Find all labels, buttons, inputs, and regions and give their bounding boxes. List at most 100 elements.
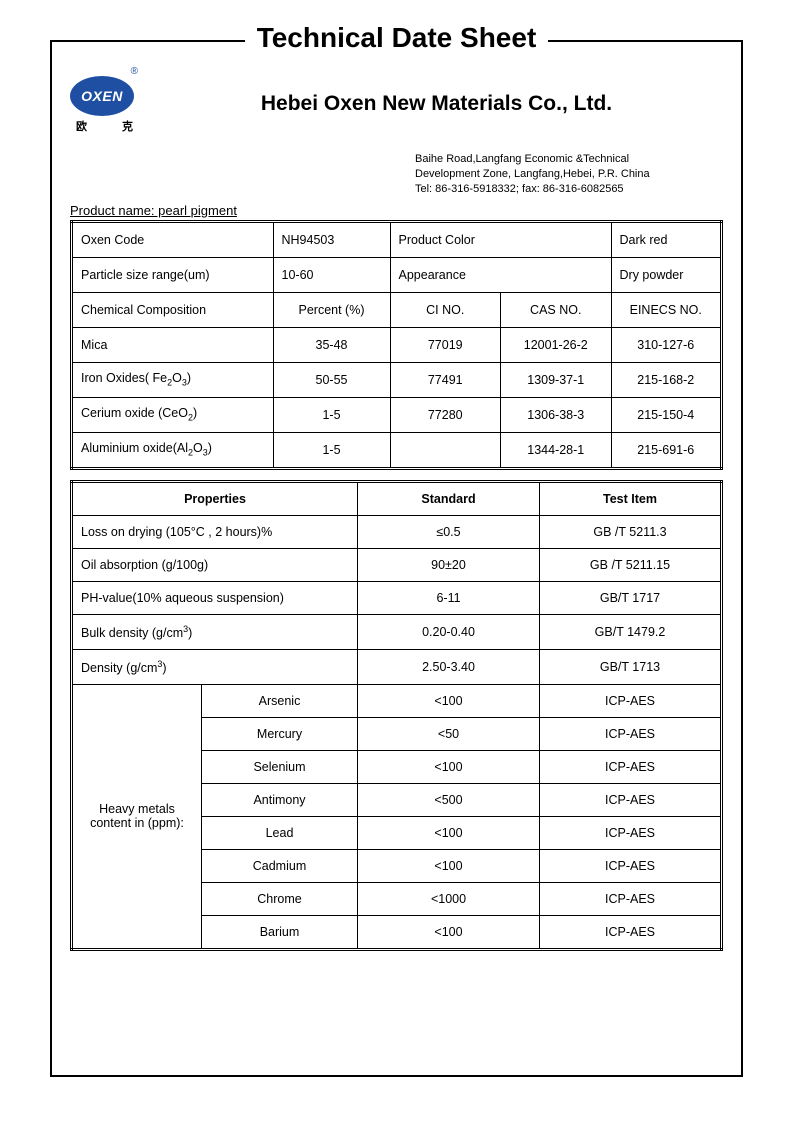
col-cas-no: CAS NO.	[501, 292, 612, 327]
cell-standard: <1000	[358, 882, 540, 915]
cell-test: ICP-AES	[540, 915, 722, 949]
cell-einecs: 215-691-6	[611, 432, 722, 468]
cell-test: ICP-AES	[540, 750, 722, 783]
col-standard: Standard	[358, 481, 540, 515]
cell-metal-name: Chrome	[202, 882, 358, 915]
table-row: Cerium oxide (CeO2)1-5772801306-38-3215-…	[72, 397, 722, 432]
cell-standard: 6-11	[358, 581, 540, 614]
cell-appearance-value: Dry powder	[611, 257, 722, 292]
table-row: Density (g/cm3)2.50-3.40GB/T 1713	[72, 649, 722, 684]
cell-particle-size-label: Particle size range(um)	[72, 257, 274, 292]
cell-standard: 0.20-0.40	[358, 614, 540, 649]
cell-oxen-code-value: NH94503	[273, 221, 390, 257]
cell-metal-name: Mercury	[202, 717, 358, 750]
cell-einecs: 215-168-2	[611, 362, 722, 397]
cell-test: ICP-AES	[540, 684, 722, 717]
cell-einecs: 310-127-6	[611, 327, 722, 362]
col-properties: Properties	[72, 481, 358, 515]
cell-metal-name: Lead	[202, 816, 358, 849]
cell-particle-size-value: 10-60	[273, 257, 390, 292]
cell-test: ICP-AES	[540, 849, 722, 882]
address-line-2: Development Zone, Langfang,Hebei, P.R. C…	[415, 167, 723, 182]
doc-title-wrap: Technical Date Sheet	[52, 22, 741, 54]
properties-table: Properties Standard Test Item Loss on dr…	[70, 480, 723, 951]
address-line-3: Tel: 86-316-5918332; fax: 86-316-6082565	[415, 182, 723, 197]
cell-property: Loss on drying (105°C , 2 hours)%	[72, 515, 358, 548]
table-row: Iron Oxides( Fe2O3)50-55774911309-37-121…	[72, 362, 722, 397]
table-row: Oxen Code NH94503 Product Color Dark red	[72, 221, 722, 257]
cell-product-color-label: Product Color	[390, 221, 611, 257]
cell-cas: 12001-26-2	[501, 327, 612, 362]
cell-property: Density (g/cm3)	[72, 649, 358, 684]
cell-property: PH-value(10% aqueous suspension)	[72, 581, 358, 614]
cell-heavy-metals-label: Heavy metalscontent in (ppm):	[72, 684, 202, 949]
table-row: Loss on drying (105°C , 2 hours)%≤0.5GB …	[72, 515, 722, 548]
cell-test: ICP-AES	[540, 717, 722, 750]
table-row: Particle size range(um) 10-60 Appearance…	[72, 257, 722, 292]
table-row: PH-value(10% aqueous suspension)6-11GB/T…	[72, 581, 722, 614]
cell-percent: 50-55	[273, 362, 390, 397]
logo-cn: 欧 克	[70, 118, 150, 134]
address-line-1: Baihe Road,Langfang Economic &Technical	[415, 152, 723, 167]
cell-chem-name: Cerium oxide (CeO2)	[72, 397, 274, 432]
table-row: Mica35-487701912001-26-2310-127-6	[72, 327, 722, 362]
cell-oxen-code-label: Oxen Code	[72, 221, 274, 257]
cell-standard: <100	[358, 816, 540, 849]
col-chem-comp: Chemical Composition	[72, 292, 274, 327]
cell-standard: <50	[358, 717, 540, 750]
company-name: Hebei Oxen New Materials Co., Ltd.	[150, 92, 723, 116]
cell-metal-name: Cadmium	[202, 849, 358, 882]
cell-test: ICP-AES	[540, 882, 722, 915]
cell-product-color-value: Dark red	[611, 221, 722, 257]
doc-title: Technical Date Sheet	[245, 22, 549, 54]
col-test-item: Test Item	[540, 481, 722, 515]
table-row: Bulk density (g/cm3)0.20-0.40GB/T 1479.2	[72, 614, 722, 649]
table-row: Heavy metalscontent in (ppm):Arsenic<100…	[72, 684, 722, 717]
cell-test: GB/T 1717	[540, 581, 722, 614]
cell-ci: 77280	[390, 397, 501, 432]
cell-percent: 1-5	[273, 432, 390, 468]
company-logo: ® OXEN 欧 克	[70, 72, 150, 134]
cell-chem-name: Mica	[72, 327, 274, 362]
cell-metal-name: Arsenic	[202, 684, 358, 717]
cell-standard: <100	[358, 684, 540, 717]
cell-ci	[390, 432, 501, 468]
col-percent: Percent (%)	[273, 292, 390, 327]
cell-metal-name: Barium	[202, 915, 358, 949]
product-name: Product name: pearl pigment	[70, 203, 723, 218]
cell-percent: 35-48	[273, 327, 390, 362]
cell-test: GB /T 5211.3	[540, 515, 722, 548]
cell-cas: 1306-38-3	[501, 397, 612, 432]
product-info-table: Oxen Code NH94503 Product Color Dark red…	[70, 220, 723, 470]
cell-standard: 90±20	[358, 548, 540, 581]
cell-ci: 77019	[390, 327, 501, 362]
company-address: Baihe Road,Langfang Economic &Technical …	[70, 152, 723, 197]
cell-property: Bulk density (g/cm3)	[72, 614, 358, 649]
cell-metal-name: Selenium	[202, 750, 358, 783]
cell-metal-name: Antimony	[202, 783, 358, 816]
table-row: Oil absorption (g/100g)90±20GB /T 5211.1…	[72, 548, 722, 581]
cell-chem-name: Iron Oxides( Fe2O3)	[72, 362, 274, 397]
cell-test: GB /T 5211.15	[540, 548, 722, 581]
cell-standard: <100	[358, 915, 540, 949]
cell-test: GB/T 1479.2	[540, 614, 722, 649]
cell-einecs: 215-150-4	[611, 397, 722, 432]
cell-standard: <100	[358, 750, 540, 783]
cell-percent: 1-5	[273, 397, 390, 432]
logo-brand: OXEN	[81, 88, 123, 104]
cell-test: ICP-AES	[540, 783, 722, 816]
cell-ci: 77491	[390, 362, 501, 397]
table-header-row: Chemical Composition Percent (%) CI NO. …	[72, 292, 722, 327]
cell-cas: 1309-37-1	[501, 362, 612, 397]
cell-cas: 1344-28-1	[501, 432, 612, 468]
table-row: Aluminium oxide(Al2O3)1-5 1344-28-1215-69…	[72, 432, 722, 468]
col-ci-no: CI NO.	[390, 292, 501, 327]
cell-property: Oil absorption (g/100g)	[72, 548, 358, 581]
cell-standard: 2.50-3.40	[358, 649, 540, 684]
cell-chem-name: Aluminium oxide(Al2O3)	[72, 432, 274, 468]
cell-appearance-label: Appearance	[390, 257, 611, 292]
cell-standard: ≤0.5	[358, 515, 540, 548]
col-einecs-no: EINECS NO.	[611, 292, 722, 327]
cell-test: GB/T 1713	[540, 649, 722, 684]
cell-test: ICP-AES	[540, 816, 722, 849]
